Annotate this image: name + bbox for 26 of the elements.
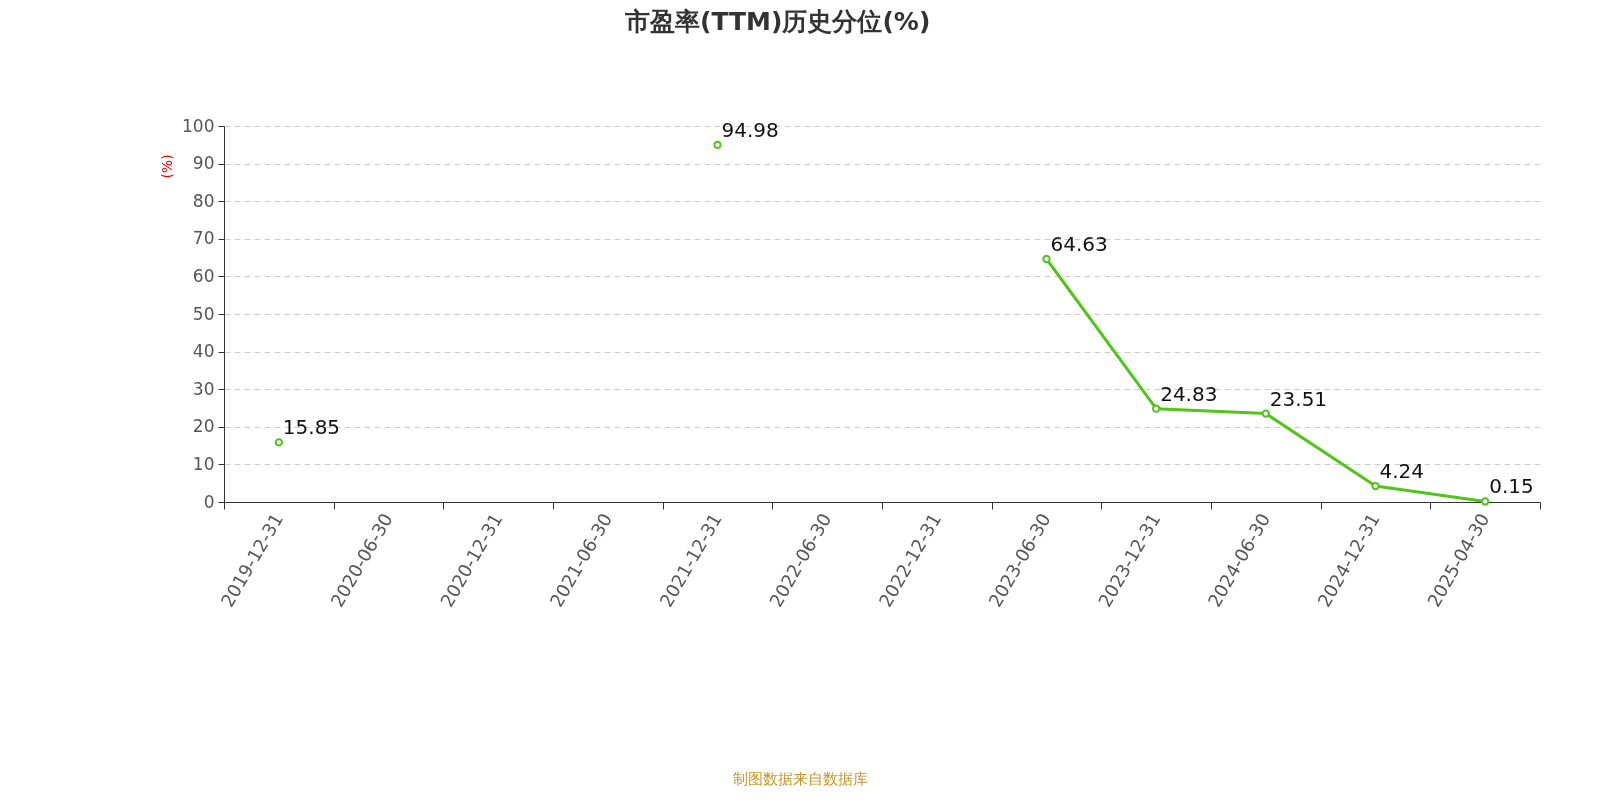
data-label: 4.24 <box>1379 459 1425 484</box>
y-tick-label: 40 <box>192 341 215 362</box>
y-axis-title: (%) <box>158 154 175 179</box>
y-tick-label: 30 <box>192 378 215 399</box>
text: 制图数据来自数据库 <box>731 770 869 789</box>
point <box>1481 497 1490 506</box>
data-label: 23.51 <box>1269 386 1328 411</box>
y-tick-label: 70 <box>192 228 215 249</box>
y-tick-label: 10 <box>192 453 215 474</box>
y-tick-label: 90 <box>192 153 215 174</box>
data-label: 24.83 <box>1160 381 1218 406</box>
y-tick-label: 100 <box>182 115 215 136</box>
data-label: 94.98 <box>721 117 779 142</box>
point <box>1042 254 1051 264</box>
data-label: 64.63 <box>1050 231 1108 256</box>
point <box>1371 481 1380 491</box>
y-tick-label: 60 <box>192 265 215 286</box>
y-tick-label: 50 <box>192 303 215 324</box>
data-label: 15.85 <box>282 415 341 440</box>
point <box>1152 404 1161 413</box>
y-tick-label: 0 <box>203 491 215 512</box>
chart-title: 市盈率(TTM)历史分位(%) <box>624 7 931 36</box>
y-tick-label: 20 <box>192 416 215 437</box>
y-tick-label: 80 <box>192 190 215 211</box>
point <box>1261 409 1270 418</box>
data-label: 0.15 <box>1489 474 1534 499</box>
